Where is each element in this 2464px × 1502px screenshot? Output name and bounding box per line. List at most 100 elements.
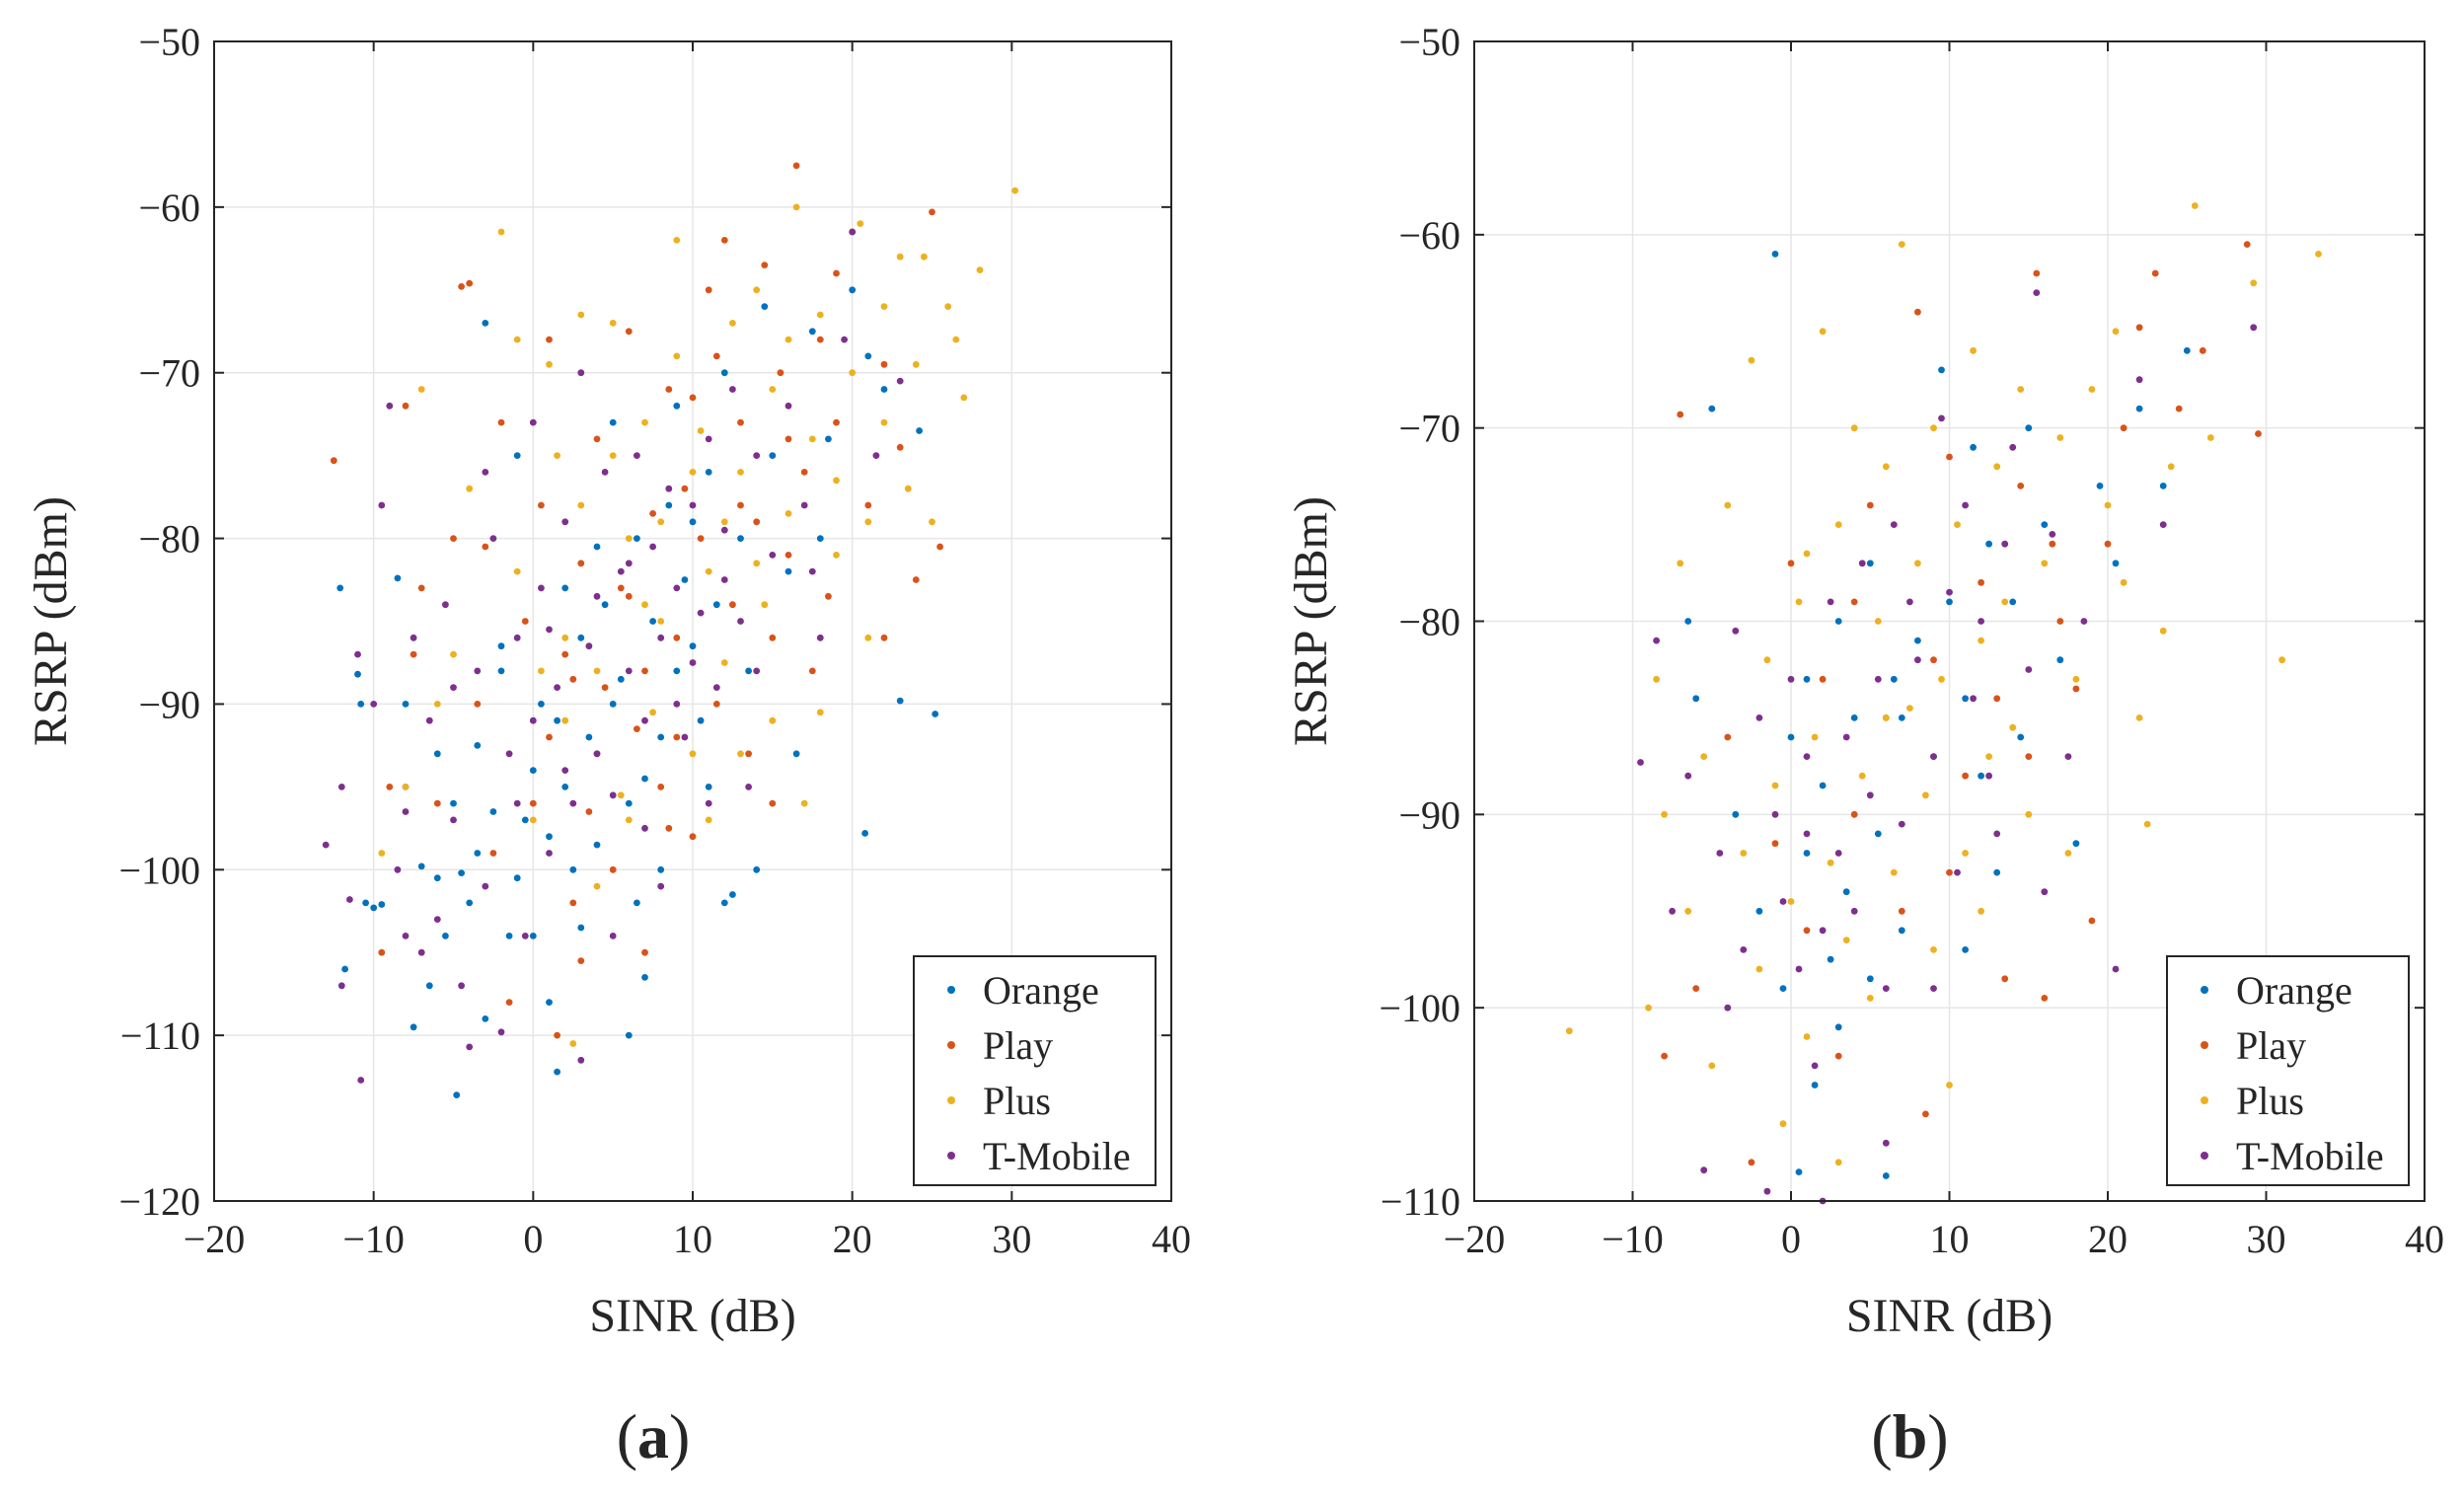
point-orange-a-54	[784, 567, 792, 575]
x-axis-label-a: SINR (dB)	[589, 1290, 795, 1342]
point-plus-b-6	[1708, 1062, 1716, 1070]
point-plus-a-40	[929, 518, 935, 526]
point-plus-b-66	[1803, 550, 1811, 558]
point-orange-b-27	[1985, 540, 1992, 548]
point-play-a-48	[833, 418, 840, 426]
x-tick-label-b-6: 40	[2405, 1217, 2444, 1261]
point-orange-a-84	[641, 775, 648, 783]
point-plus-b-64	[2064, 850, 2072, 857]
legend-label-t-mobile-a: T-Mobile	[983, 1134, 1131, 1178]
legend-label-t-mobile-b: T-Mobile	[2236, 1134, 2384, 1178]
point-play-a-40	[769, 634, 777, 641]
x-tick-label-a-0: −20	[184, 1217, 246, 1261]
point-orange-b-16	[1874, 830, 1882, 838]
legend-label-orange-a: Orange	[983, 968, 1099, 1013]
point-orange-b-8	[1803, 850, 1811, 857]
point-play-b-12	[1898, 907, 1905, 915]
point-plus-a-1	[417, 386, 425, 393]
point-plus-a-49	[561, 634, 569, 641]
point-plus-b-41	[2001, 598, 2009, 606]
point-plus-a-57	[816, 709, 824, 716]
point-t-mobile-a-35	[609, 791, 617, 799]
panel-label-open-paren-a: (	[617, 1401, 637, 1471]
point-play-a-26	[657, 784, 665, 790]
point-plus-a-32	[833, 552, 840, 559]
panel-label-close-paren-b: )	[1927, 1401, 1948, 1471]
point-t-mobile-a-46	[697, 609, 705, 617]
point-plus-a-28	[792, 203, 800, 211]
point-orange-a-2	[354, 670, 361, 678]
point-orange-a-67	[657, 865, 665, 873]
point-plus-b-15	[1795, 598, 1803, 606]
point-play-a-41	[777, 369, 784, 377]
point-orange-b-20	[1914, 637, 1921, 644]
point-t-mobile-a-2	[346, 896, 353, 903]
point-play-a-46	[816, 336, 824, 343]
point-orange-a-45	[689, 518, 697, 526]
point-orange-b-23	[1946, 598, 1953, 606]
point-t-mobile-a-1	[337, 784, 345, 790]
x-tick-label-a-4: 20	[833, 1217, 872, 1261]
y-tick-label-a-6: −60	[138, 186, 200, 230]
point-t-mobile-a-52	[745, 784, 752, 790]
point-t-mobile-b-17	[1827, 598, 1834, 606]
legend-marker-orange-b	[2201, 986, 2208, 994]
point-orange-a-27	[546, 999, 553, 1006]
point-t-mobile-b-44	[2135, 376, 2143, 384]
point-t-mobile-b-28	[1930, 753, 1937, 760]
point-t-mobile-a-23	[513, 634, 521, 641]
legend-label-play-a: Play	[983, 1023, 1053, 1068]
point-t-mobile-b-22	[1866, 791, 1874, 799]
point-t-mobile-a-59	[849, 228, 857, 236]
point-plus-b-58	[2278, 656, 2286, 664]
y-tick-label-b-6: −50	[1398, 20, 1460, 64]
points-a	[322, 162, 1018, 1098]
point-play-a-57	[497, 418, 505, 426]
point-t-mobile-a-7	[386, 402, 394, 410]
point-play-a-29	[681, 485, 689, 492]
point-play-a-73	[665, 824, 673, 832]
point-t-mobile-a-3	[354, 650, 361, 658]
point-play-a-10	[521, 618, 529, 625]
point-t-mobile-b-1	[1653, 637, 1660, 644]
point-t-mobile-b-46	[2250, 324, 2258, 332]
point-orange-a-61	[916, 427, 923, 434]
point-plus-a-34	[857, 220, 864, 228]
point-play-b-22	[2025, 753, 2033, 760]
point-t-mobile-b-52	[2041, 888, 2049, 896]
point-orange-a-74	[625, 1031, 633, 1039]
point-orange-a-81	[497, 642, 505, 650]
point-plus-a-50	[593, 882, 601, 890]
point-t-mobile-a-43	[673, 584, 681, 592]
point-t-mobile-a-64	[482, 469, 489, 476]
point-orange-a-17	[466, 899, 474, 907]
point-orange-a-65	[561, 584, 569, 592]
point-t-mobile-b-39	[2033, 289, 2041, 296]
point-plus-a-53	[673, 237, 681, 244]
point-t-mobile-a-66	[577, 369, 585, 377]
point-t-mobile-a-62	[337, 982, 345, 990]
point-t-mobile-b-2	[1669, 907, 1676, 915]
point-plus-b-51	[2135, 714, 2143, 721]
point-play-a-69	[673, 733, 681, 741]
point-play-a-37	[745, 750, 752, 758]
point-play-a-51	[880, 360, 888, 368]
point-play-a-60	[641, 667, 648, 675]
point-t-mobile-a-78	[625, 560, 633, 567]
point-play-b-25	[2056, 618, 2064, 625]
point-plus-a-63	[689, 469, 697, 476]
point-plus-a-37	[896, 253, 904, 261]
point-plus-a-2	[450, 650, 457, 658]
legend-marker-orange-a	[947, 986, 955, 994]
point-plus-b-59	[2315, 251, 2322, 258]
point-plus-b-39	[1985, 753, 1992, 760]
point-plus-a-16	[657, 618, 665, 625]
point-play-b-13	[1914, 308, 1921, 316]
point-plus-a-7	[561, 716, 569, 724]
point-play-a-20	[609, 865, 617, 873]
legend-a: Orange Play Plus T-Mobile	[913, 955, 1157, 1186]
point-orange-a-88	[634, 899, 640, 907]
x-tick-label-b-0: −20	[1444, 1217, 1506, 1261]
point-play-a-63	[784, 435, 792, 443]
point-play-a-55	[936, 543, 943, 551]
